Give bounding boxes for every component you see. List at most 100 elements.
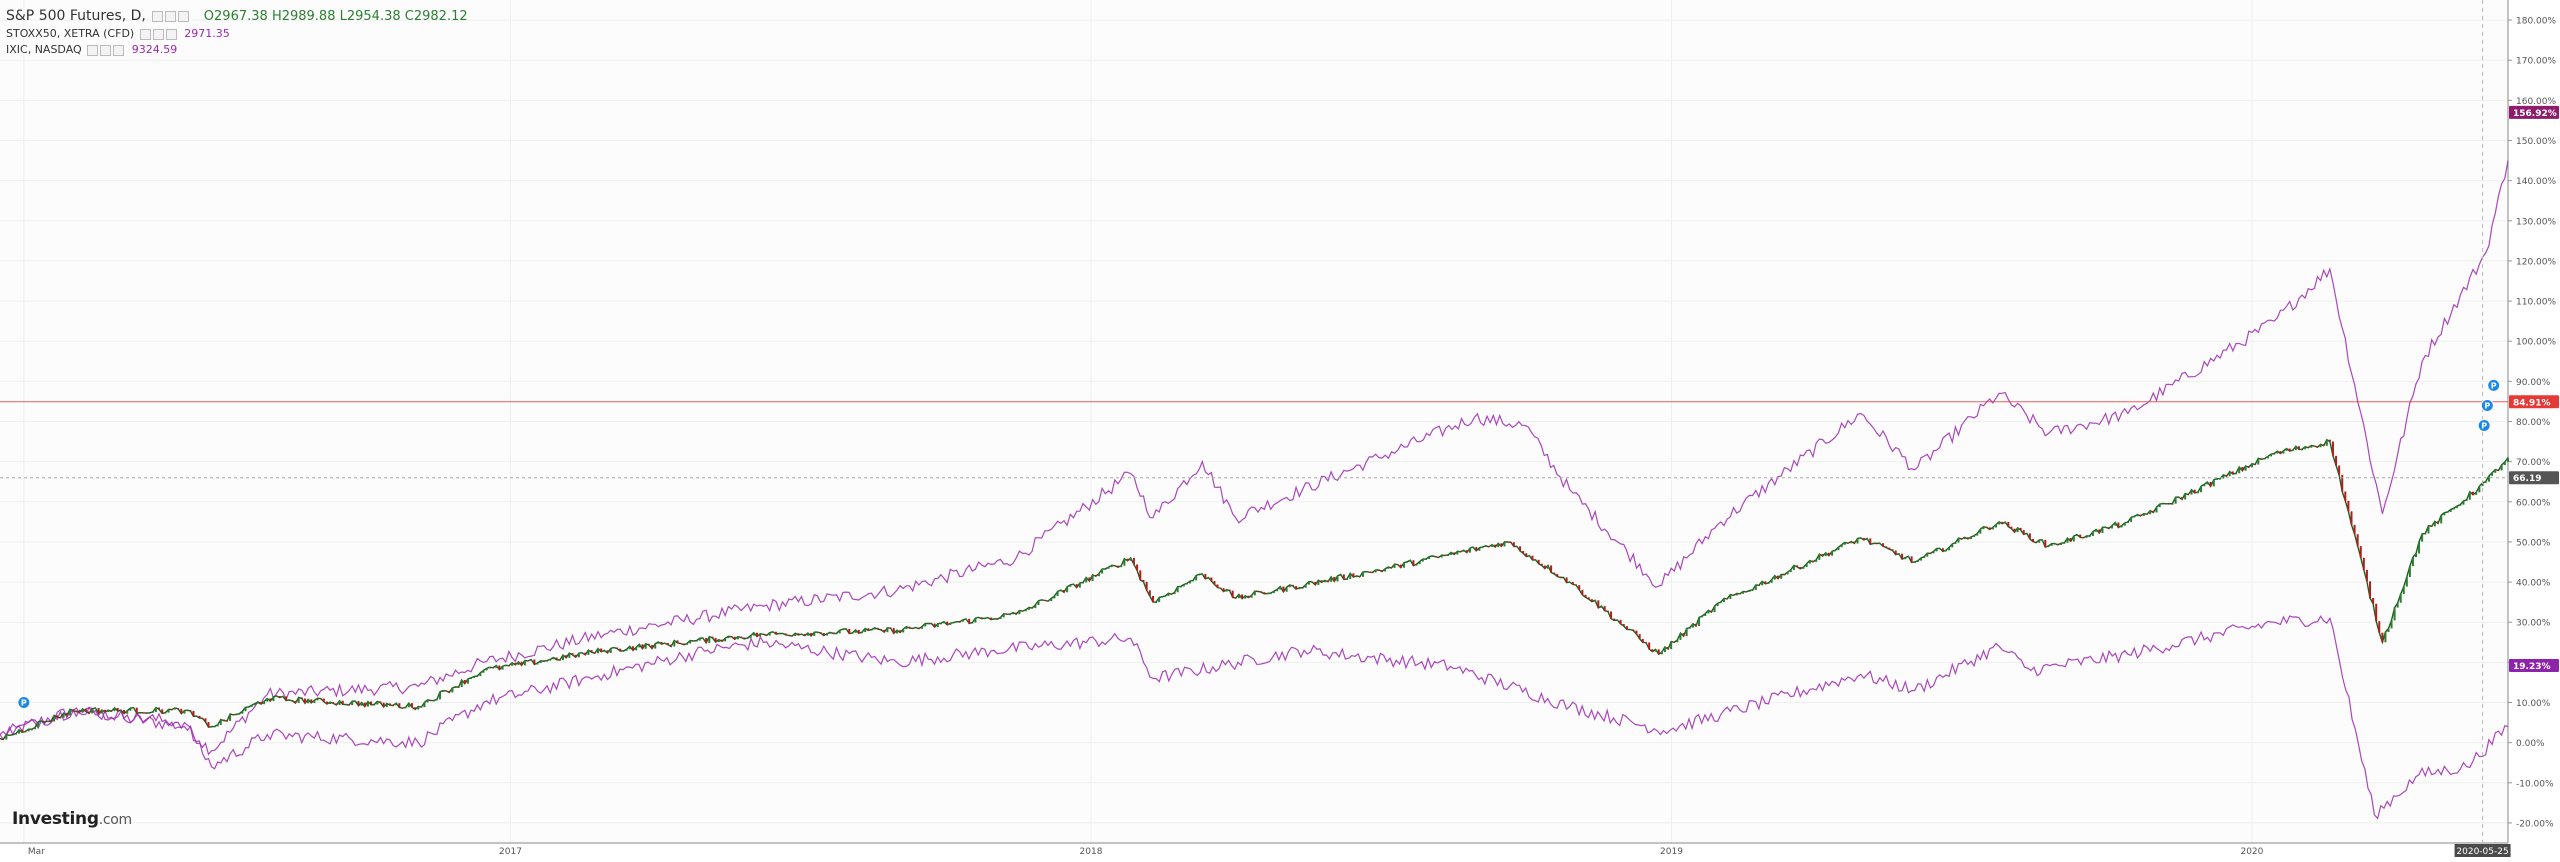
candle: [2190, 489, 2193, 495]
candle: [507, 665, 510, 667]
candle: [2297, 446, 2300, 450]
candle: [1008, 614, 1011, 616]
event-marker-letter: P: [2481, 422, 2487, 431]
legend-nasdaq-label: IXIC, NASDAQ: [6, 43, 82, 56]
close-icon[interactable]: [178, 10, 190, 22]
candle: [2187, 493, 2190, 495]
candle: [1682, 633, 1685, 637]
settings-icon[interactable]: [165, 10, 177, 22]
candle: [1550, 565, 1553, 573]
candle: [845, 628, 848, 630]
candle: [1802, 567, 1805, 569]
candle: [1396, 564, 1399, 566]
hide-series-icon[interactable]: [87, 44, 99, 56]
candle: [266, 698, 269, 702]
y-tick-label: -10.00%: [2516, 779, 2554, 789]
settings-icon[interactable]: [100, 44, 112, 56]
y-tick-label: 130.00%: [2516, 217, 2556, 227]
candle: [1145, 581, 1148, 591]
candle: [1710, 610, 1713, 613]
candle: [1824, 552, 1827, 557]
candle: [1210, 577, 1213, 582]
hide-series-icon[interactable]: [152, 10, 164, 22]
candle: [1528, 555, 1531, 557]
candle: [1859, 537, 1862, 539]
candle: [423, 702, 426, 708]
candle: [53, 715, 56, 722]
candle: [1881, 543, 1884, 547]
hide-series-icon[interactable]: [139, 28, 151, 40]
candle: [183, 710, 186, 714]
candle: [2196, 492, 2199, 494]
candle: [1487, 545, 1490, 547]
candle: [571, 653, 574, 655]
candle: [488, 667, 491, 669]
candle: [2161, 503, 2164, 505]
candle: [1390, 566, 1393, 568]
candle: [1272, 591, 1275, 594]
candle: [883, 629, 886, 633]
candle: [895, 630, 898, 634]
candle: [2279, 451, 2282, 454]
event-marker-icon[interactable]: [2487, 378, 2501, 392]
candle: [1170, 593, 1173, 595]
candle: [1161, 596, 1164, 598]
candle: [256, 702, 259, 704]
close-icon[interactable]: [113, 44, 125, 56]
legend-stoxx-label: STOXX50, XETRA (CFD): [6, 27, 135, 40]
candle: [914, 627, 917, 629]
legend-nasdaq-value: 9324.59: [131, 43, 178, 56]
candle: [1323, 580, 1326, 583]
candle: [2381, 632, 2384, 643]
candle: [297, 697, 300, 704]
candle: [1412, 560, 1415, 566]
candle: [2007, 521, 2010, 527]
candle: [2247, 466, 2250, 468]
candle: [730, 636, 733, 638]
event-marker-icon[interactable]: [17, 696, 31, 709]
candle: [832, 632, 835, 634]
candle: [2060, 543, 2063, 545]
candle: [1263, 592, 1266, 594]
candle: [1298, 587, 1301, 590]
candle: [2344, 491, 2347, 501]
candle: [275, 695, 278, 697]
candle: [294, 700, 297, 704]
candle: [2418, 541, 2421, 554]
candle: [1748, 590, 1751, 592]
candle: [207, 721, 210, 728]
event-marker-icon[interactable]: [2480, 398, 2494, 412]
candle: [1333, 576, 1336, 582]
candle: [1556, 574, 1559, 577]
candle: [113, 707, 116, 712]
candle: [2193, 489, 2196, 493]
candle: [682, 643, 685, 645]
candle: [854, 629, 857, 633]
candle: [1050, 598, 1053, 602]
candle: [727, 636, 730, 639]
candle: [1091, 574, 1094, 581]
candle: [24, 731, 27, 733]
candle: [2285, 448, 2288, 451]
candle: [1888, 547, 1891, 550]
close-icon[interactable]: [165, 28, 177, 40]
candle: [2260, 458, 2263, 460]
candle: [2235, 473, 2238, 475]
candle: [2091, 531, 2094, 536]
candle: [936, 623, 939, 628]
candle: [609, 648, 612, 653]
candle: [2069, 538, 2072, 542]
candle: [1929, 553, 1932, 555]
candle: [1446, 555, 1449, 557]
candle: [1512, 542, 1515, 547]
event-marker-icon[interactable]: [2477, 419, 2491, 433]
candle: [2085, 536, 2088, 538]
candle: [593, 652, 596, 654]
candle: [1935, 548, 1938, 552]
candle: [2168, 503, 2171, 505]
candle: [1701, 616, 1704, 618]
settings-icon[interactable]: [152, 28, 164, 40]
candle: [2056, 543, 2059, 545]
